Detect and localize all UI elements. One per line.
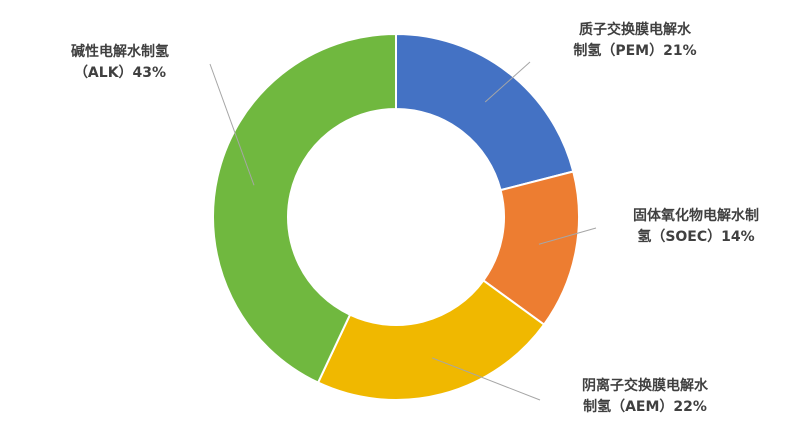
- label-aem-line2: 制氢（AEM）22%: [583, 399, 707, 415]
- label-soec: 固体氧化物电解水制 氢（SOEC）14%: [596, 206, 796, 248]
- slice-aem: [316, 279, 546, 401]
- leader-pem: [484, 61, 531, 103]
- label-pem-line1: 质子交换膜电解水: [579, 22, 691, 38]
- leader-soec: [538, 227, 597, 245]
- label-aem: 阴离子交换膜电解水 制氢（AEM）22%: [540, 376, 750, 418]
- label-soec-line2: 氢（SOEC）14%: [637, 229, 755, 245]
- label-soec-line1: 固体氧化物电解水制: [633, 208, 759, 224]
- slice-alk: [212, 32, 397, 384]
- leader-alk: [209, 63, 255, 186]
- label-alk-line1: 碱性电解水制氢: [71, 44, 169, 60]
- label-aem-line1: 阴离子交换膜电解水: [582, 378, 708, 394]
- label-alk-line2: （ALK）43%: [73, 65, 167, 81]
- label-alk: 碱性电解水制氢 （ALK）43%: [30, 42, 210, 84]
- label-pem: 质子交换膜电解水 制氢（PEM）21%: [530, 20, 740, 62]
- slice-pem: [395, 32, 575, 192]
- leader-aem: [432, 357, 541, 401]
- label-pem-line2: 制氢（PEM）21%: [573, 43, 697, 59]
